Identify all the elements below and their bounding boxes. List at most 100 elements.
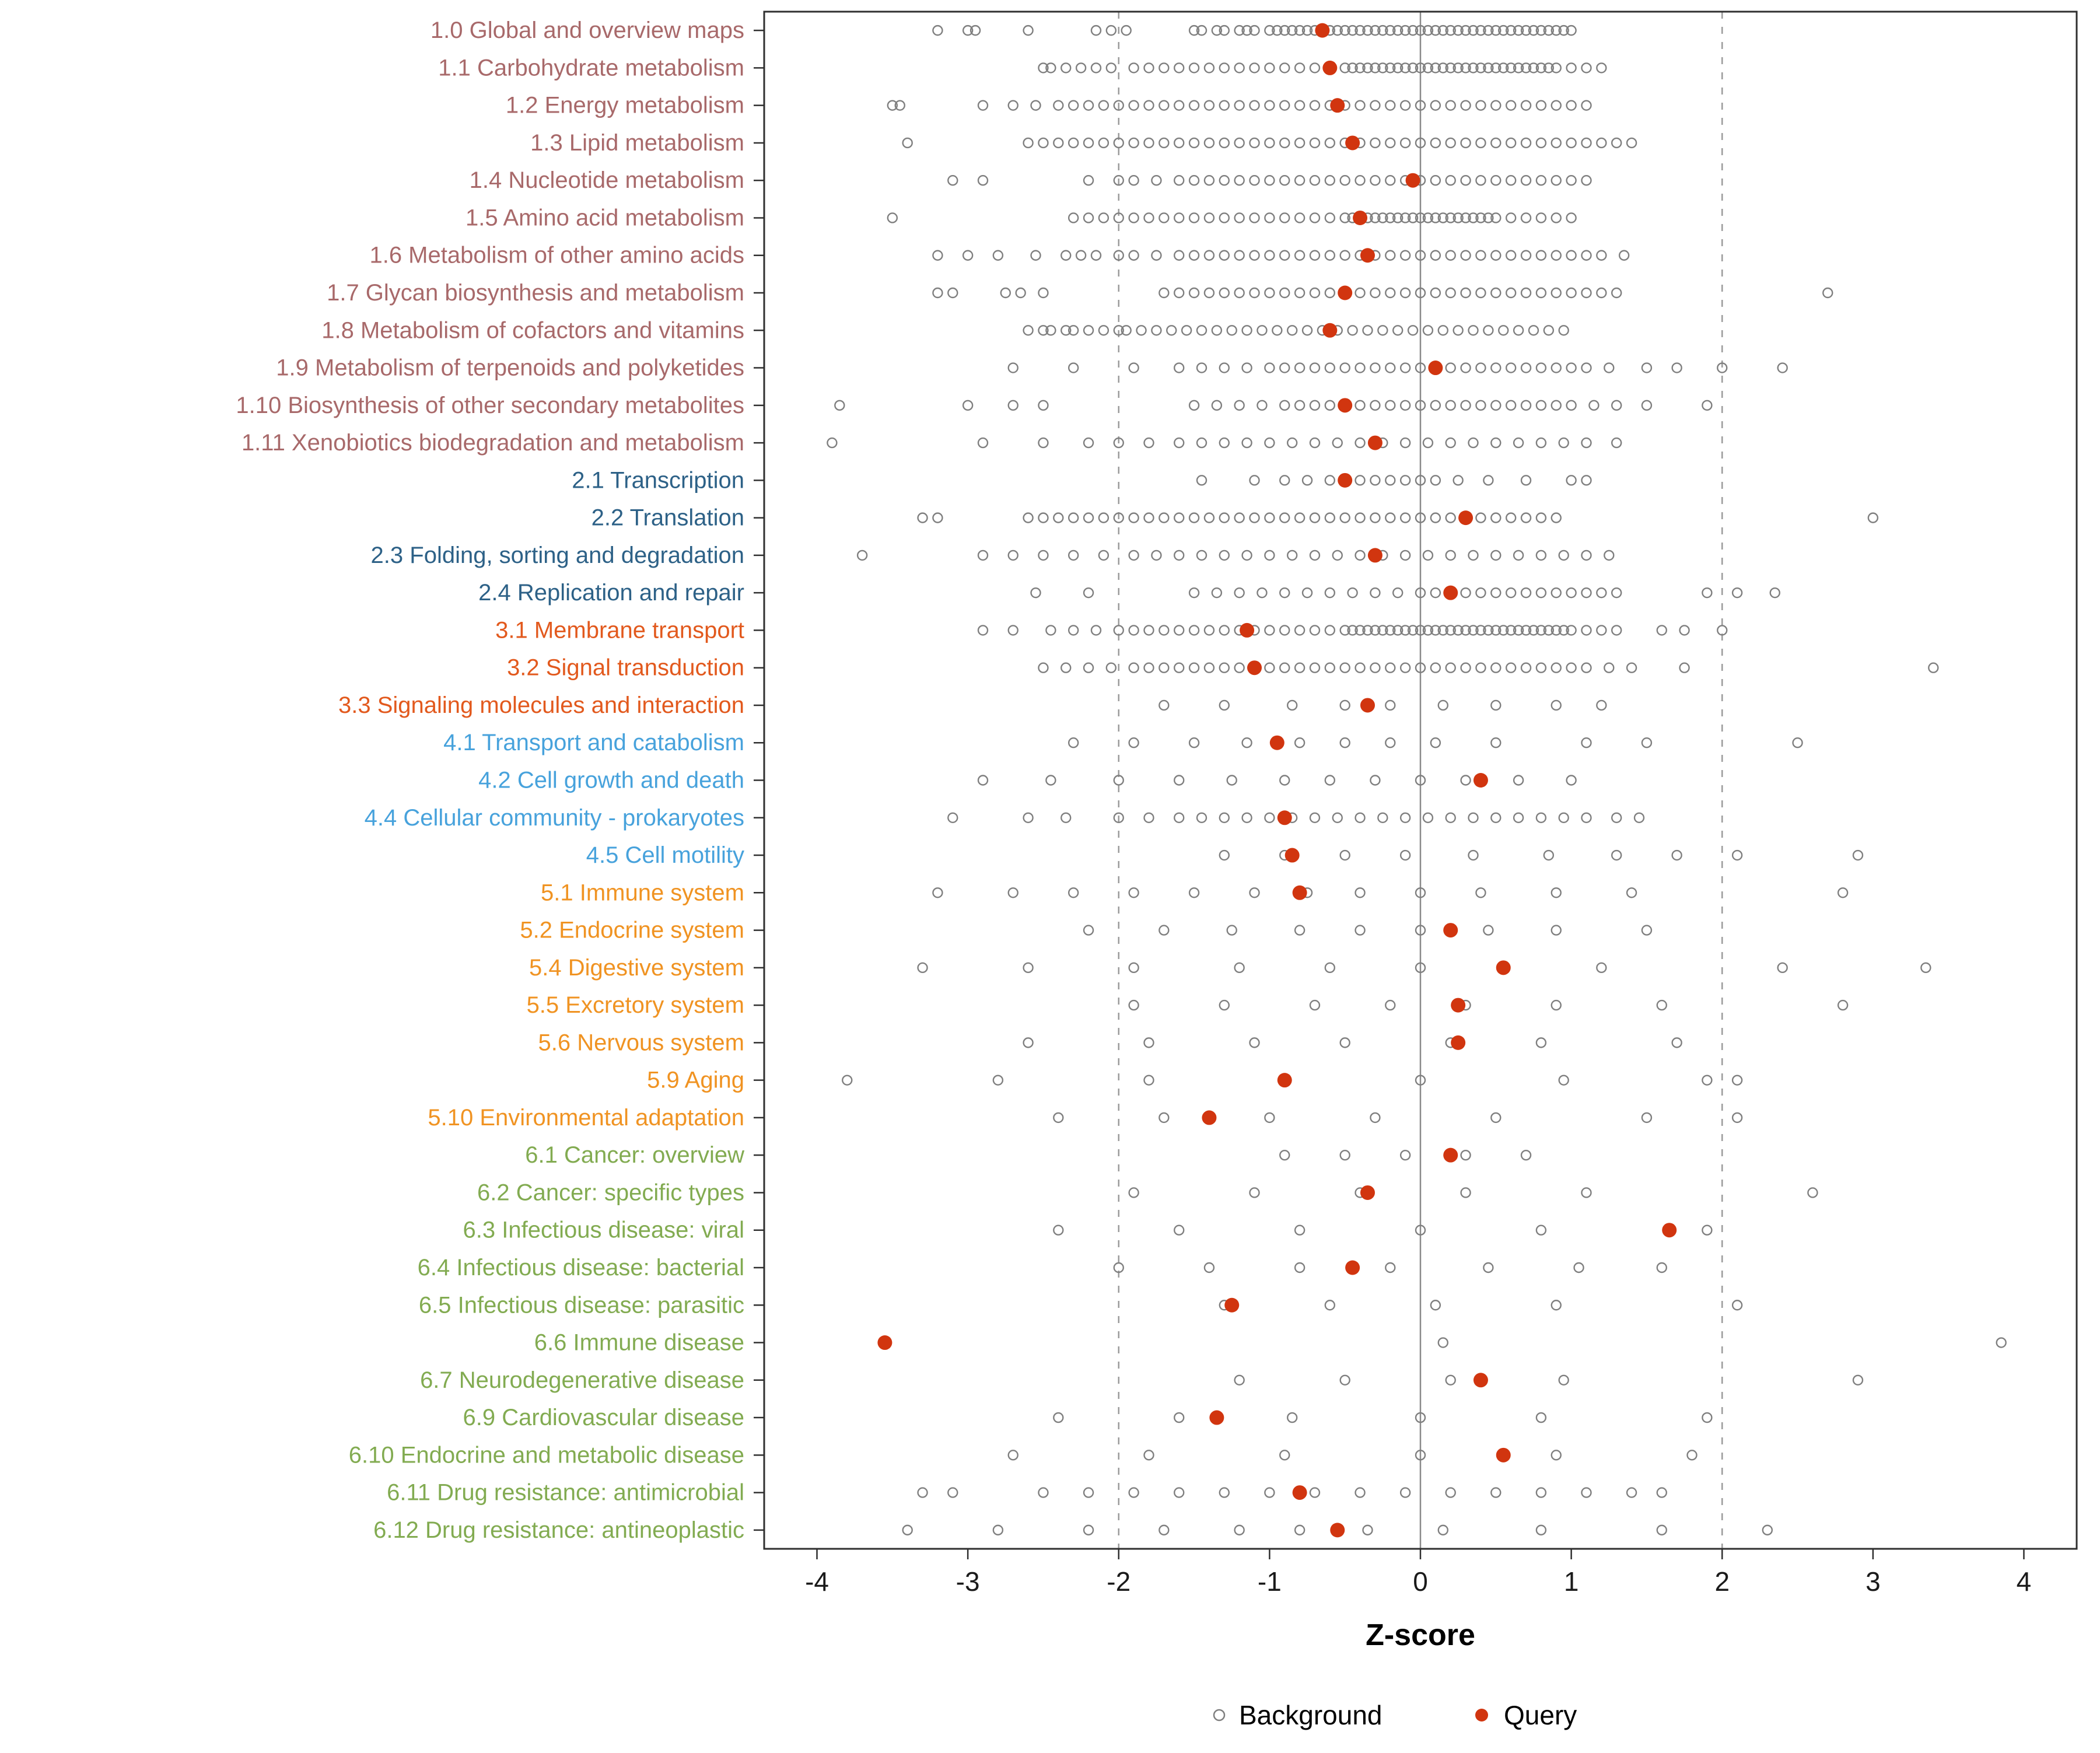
background-point	[1566, 287, 1577, 299]
background-point	[1083, 587, 1094, 599]
background-point	[1437, 1524, 1448, 1536]
background-point	[1558, 437, 1569, 449]
background-point	[1196, 475, 1208, 486]
background-point	[1272, 25, 1283, 36]
background-point	[1309, 999, 1321, 1011]
category-row: 3.1 Membrane transport	[495, 617, 1728, 643]
background-point	[1460, 250, 1471, 261]
background-point	[1490, 250, 1502, 261]
background-point	[1505, 662, 1517, 673]
background-point	[1475, 62, 1486, 74]
background-point	[1370, 212, 1381, 223]
background-point	[1807, 1187, 1818, 1198]
background-point	[1686, 1450, 1698, 1461]
background-point	[1550, 25, 1562, 36]
background-point	[1792, 737, 1803, 748]
background-point	[1581, 437, 1592, 449]
background-point	[1166, 325, 1177, 336]
query-point	[1330, 1523, 1345, 1538]
background-point	[1249, 137, 1260, 149]
background-point	[1415, 250, 1426, 261]
background-point	[1007, 100, 1019, 111]
background-point	[1309, 812, 1321, 823]
background-point	[1203, 1262, 1215, 1273]
background-point	[1611, 625, 1622, 636]
background-point	[1535, 550, 1547, 561]
background-point	[1437, 699, 1448, 711]
background-point	[1264, 250, 1275, 261]
x-tick-label: -1	[1258, 1566, 1282, 1597]
query-legend-label: Query	[1504, 1700, 1577, 1730]
background-point	[1188, 62, 1200, 74]
background-point	[1354, 62, 1366, 74]
background-point	[1385, 100, 1396, 111]
category-label: 1.7 Glycan biosynthesis and metabolism	[327, 280, 744, 306]
background-point	[1007, 550, 1019, 561]
background-point	[1294, 400, 1306, 411]
background-point	[1460, 400, 1471, 411]
background-point	[1468, 625, 1479, 636]
category-row: 5.9 Aging	[647, 1068, 1743, 1093]
background-point	[1053, 512, 1064, 523]
background-point	[1347, 25, 1358, 36]
background-point	[1566, 587, 1577, 599]
background-point	[1460, 62, 1471, 74]
background-point	[977, 775, 989, 786]
background-point	[1520, 137, 1532, 149]
background-point	[1430, 25, 1441, 36]
background-point	[1460, 1149, 1471, 1161]
category-label: 6.10 Endocrine and metabolic disease	[349, 1442, 744, 1468]
background-point	[834, 400, 845, 411]
background-point	[1437, 325, 1448, 336]
background-point	[1513, 25, 1524, 36]
background-point	[1777, 962, 1788, 974]
query-point	[1662, 1223, 1677, 1238]
background-point	[1415, 100, 1426, 111]
background-point	[1256, 325, 1268, 336]
background-point	[1520, 1149, 1532, 1161]
background-point	[1203, 287, 1215, 299]
query-point	[1451, 998, 1466, 1013]
background-point	[1550, 62, 1562, 74]
background-point	[827, 437, 838, 449]
background-point	[1581, 625, 1592, 636]
background-point	[1158, 512, 1170, 523]
background-point	[1399, 287, 1411, 299]
background-point	[1023, 137, 1034, 149]
background-point	[1490, 812, 1502, 823]
background-point	[1286, 699, 1298, 711]
background-point	[1483, 62, 1494, 74]
category-label: 6.7 Neurodegenerative disease	[420, 1367, 744, 1393]
background-point	[1286, 1412, 1298, 1423]
background-point	[1324, 962, 1336, 974]
background-point	[1399, 62, 1411, 74]
background-point	[1354, 362, 1366, 373]
background-point	[1272, 325, 1283, 336]
query-point	[1496, 1447, 1511, 1462]
background-point	[1301, 25, 1313, 36]
background-point	[1535, 1524, 1547, 1536]
background-point	[1249, 287, 1260, 299]
background-point	[1158, 137, 1170, 149]
background-point	[1143, 137, 1154, 149]
background-point	[1083, 1524, 1094, 1536]
background-point	[1226, 775, 1237, 786]
category-row: 6.10 Endocrine and metabolic disease	[349, 1442, 1698, 1468]
background-point	[1324, 250, 1336, 261]
background-point	[1528, 25, 1539, 36]
background-point	[1294, 625, 1306, 636]
background-point	[1468, 812, 1479, 823]
background-point	[1354, 662, 1366, 673]
background-point	[1196, 325, 1208, 336]
query-point	[1277, 810, 1292, 825]
background-point	[1520, 250, 1532, 261]
background-point	[1475, 250, 1486, 261]
background-point	[1309, 175, 1321, 186]
background-point	[1641, 400, 1653, 411]
background-point	[1264, 212, 1275, 223]
background-point	[1128, 175, 1139, 186]
background-point	[1279, 100, 1290, 111]
background-point	[1128, 550, 1139, 561]
category-row: 1.4 Nucleotide metabolism	[470, 167, 1592, 193]
background-point	[1520, 100, 1532, 111]
